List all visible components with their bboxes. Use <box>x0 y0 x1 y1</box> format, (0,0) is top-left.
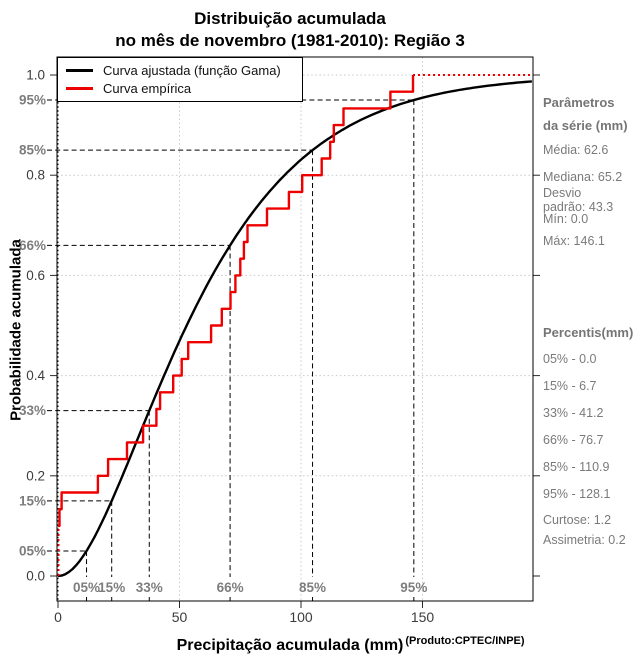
y-tick-label: 0.8 <box>26 168 45 183</box>
stat-assimetria: Assimetria: 0.2 <box>543 533 626 547</box>
x-percentile-label: 05% <box>73 580 100 595</box>
x-percentile-label: 15% <box>98 580 125 595</box>
chart-title: Distribuição acumulada no mês de novembr… <box>0 8 580 52</box>
x-axis-title: Precipitação acumulada (mm) (Produto:CPTE… <box>0 635 580 655</box>
y-percentile-label: 33% <box>19 403 46 418</box>
product-credit: (Produto:CPTEC/INPE) <box>405 635 525 647</box>
stat-media: Média: 62.6 <box>543 143 609 157</box>
y-axis-title: Probabilidade acumulada <box>7 239 25 421</box>
x-percentile-label: 85% <box>299 580 326 595</box>
percentil-33: 33% - 41.2 <box>543 406 604 420</box>
y-tick-label: 1.0 <box>26 68 45 83</box>
fitted-line-swatch <box>66 69 93 72</box>
x-percentile-label: 95% <box>400 580 427 595</box>
y-percentile-label: 66% <box>19 238 46 253</box>
plot-box <box>56 56 534 602</box>
params-title-line2: da série (mm) <box>543 118 628 133</box>
percentil-15: 15% - 6.7 <box>543 379 597 393</box>
x-percentile-label: 33% <box>136 580 163 595</box>
y-tick-label: 0.2 <box>26 468 45 483</box>
stat-mediana: Mediana: 65.2 <box>543 170 623 184</box>
x-axis-title-text: Precipitação acumulada (mm) <box>176 637 404 654</box>
y-percentile-label: 85% <box>19 143 46 158</box>
empirical-curve <box>58 75 415 528</box>
chart-title-line2: no mês de novembro (1981-2010): Região 3 <box>115 31 465 51</box>
x-tick-label: 0 <box>54 609 62 625</box>
stat-desvio-padrao: Desvio padrão: 43.3 <box>543 186 614 214</box>
legend-box: Curva ajustada (função Gama) Curva empír… <box>57 57 303 102</box>
percentil-05: 05% - 0.0 <box>543 352 597 366</box>
percentis-title: Percentis(mm) <box>543 325 634 340</box>
y-percentile-label: 05% <box>19 543 46 558</box>
curves <box>57 74 533 578</box>
legend-item-fitted: Curva ajustada (função Gama) <box>66 63 294 78</box>
params-title-line1: Parâmetros <box>543 95 615 110</box>
percentil-66: 66% - 76.7 <box>543 433 604 447</box>
chart-title-line1: Distribuição acumulada <box>194 9 386 28</box>
percentil-85: 85% - 110.9 <box>543 460 610 474</box>
legend-label-empirical: Curva empírica <box>103 81 192 96</box>
percentil-95: 95% - 128.1 <box>543 487 611 501</box>
empirical-line-swatch <box>66 87 93 90</box>
y-tick-label: 0.4 <box>26 368 45 383</box>
x-percentile-label: 66% <box>217 580 244 595</box>
gridlines <box>57 57 533 601</box>
y-percentile-label: 95% <box>19 93 46 108</box>
stat-min: Mín: 0.0 <box>543 212 589 226</box>
axis-ticks-and-labels: 05%05%15%15%33%33%66%66%85%85%95%95%0.00… <box>19 68 540 625</box>
x-tick-label: 100 <box>289 609 313 625</box>
stat-max: Máx: 146.1 <box>543 234 605 248</box>
legend-label-fitted: Curva ajustada (função Gama) <box>103 63 281 78</box>
gamma-curve <box>57 80 532 578</box>
stat-curtose: Curtose: 1.2 <box>543 513 612 527</box>
x-tick-label: 50 <box>172 609 188 625</box>
y-percentile-label: 15% <box>19 493 46 508</box>
y-tick-label: 0.0 <box>26 569 45 584</box>
x-tick-label: 150 <box>411 609 435 625</box>
y-tick-label: 0.6 <box>26 268 45 283</box>
legend-item-empirical: Curva empírica <box>66 81 294 96</box>
